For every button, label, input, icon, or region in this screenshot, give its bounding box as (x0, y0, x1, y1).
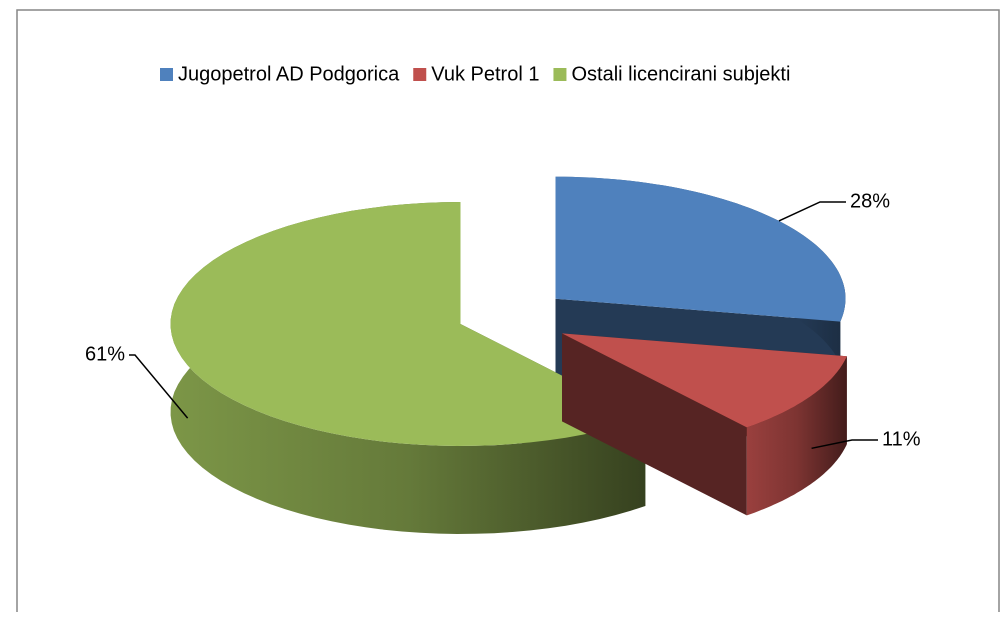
slice (555, 176, 846, 322)
legend-swatch (553, 68, 567, 81)
legend-label: Ostali licencirani subjekti (571, 63, 790, 85)
leader-line (778, 201, 846, 222)
slice-side (746, 356, 847, 516)
legend-swatch (160, 68, 173, 81)
leader-line (129, 354, 189, 419)
legend-label: Vuk Petrol 1 (431, 63, 539, 85)
slice (562, 333, 847, 428)
data-label: 61% (85, 343, 125, 365)
data-label: 28% (850, 190, 890, 212)
slice (170, 202, 646, 446)
slice-wall (562, 333, 747, 516)
leader-line (811, 439, 878, 450)
legend-swatch (413, 68, 427, 81)
legend-label: Jugopetrol AD Podgorica (178, 63, 400, 85)
data-label: 11% (882, 428, 921, 450)
